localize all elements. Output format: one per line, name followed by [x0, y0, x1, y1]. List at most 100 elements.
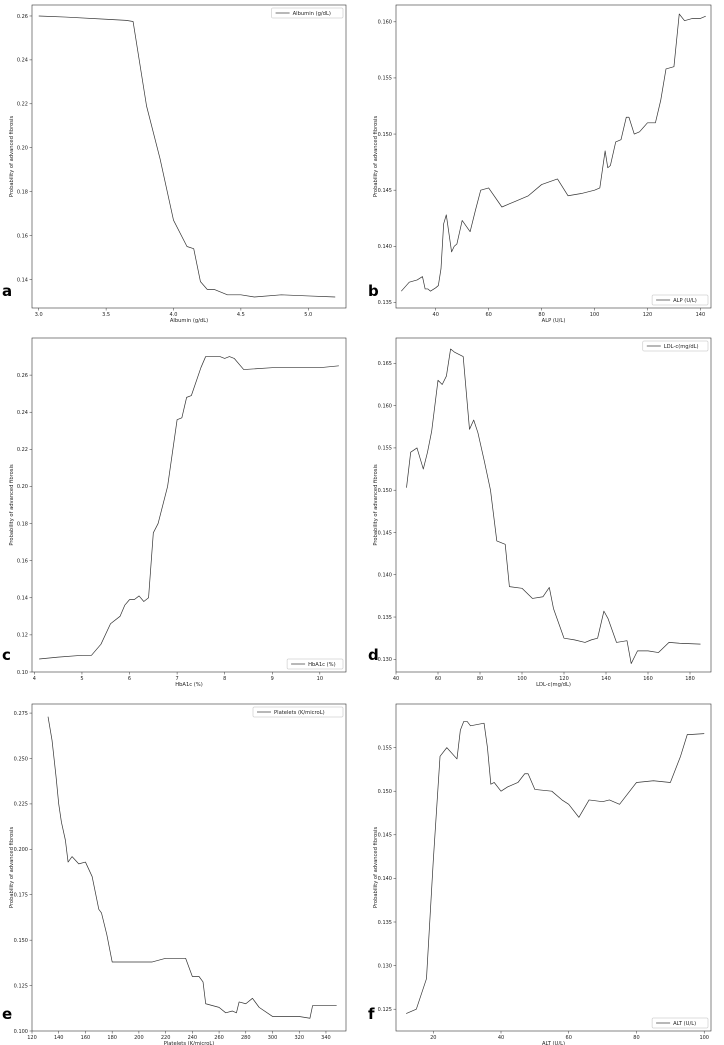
panel-a-xtick-label: 3.5 [102, 312, 110, 318]
panel-e-xtick-label: 260 [214, 1035, 224, 1041]
panel-b-legend: ALP (U/L) [651, 294, 709, 306]
panel-c-xtick-label: 5 [80, 676, 83, 682]
panel-d-xtick-label: 100 [517, 676, 527, 682]
panel-d-frame [395, 337, 712, 673]
panel-b-xtick-label: 100 [590, 312, 600, 318]
panel-f-ytick-label: 0.155 [378, 745, 392, 751]
panel-f-xtick-label: 80 [633, 1035, 639, 1041]
panel-f-xlabel: ALT (U/L) [542, 1041, 565, 1045]
panel-e-xtick-label: 220 [161, 1035, 171, 1041]
panel-b-ylabel: Probability of advanced fibrosis [373, 116, 379, 198]
panel-c: 4 5 6 7 8 9 10 0.10 0.12 0.14 0.16 0.18 0.20 0.22 0.24… [2, 337, 347, 688]
panel-a-ytick-label: 0.14 [17, 277, 28, 283]
panel-c-xtick-label: 8 [223, 676, 226, 682]
panel-d-legend: LDL-c(mg/dL) [642, 340, 709, 352]
panel-a-xtick-label: 3.0 [35, 312, 43, 318]
panel-d-ytick-label: 0.150 [378, 488, 392, 494]
panel-c-xtick-label: 10 [317, 676, 323, 682]
panel-d-ylabel: Probability of advanced fibrosis [373, 464, 379, 546]
panel-d-legend-box [642, 340, 709, 352]
panel-f-legend: ALT (U/L) [651, 1017, 709, 1029]
panel-c-legend: HbA1c (%) [286, 658, 344, 670]
panel-c-frame [31, 337, 347, 673]
panel-f-ytick-label: 0.140 [378, 876, 392, 882]
panel-a-ylabel: Probability of advanced fibrosis [9, 116, 15, 198]
panel-a-legend-box [271, 7, 344, 19]
panel-c-xtick-label: 4 [33, 676, 36, 682]
panel-b-ytick-label: 0.140 [378, 244, 392, 250]
panel-d-xtick-label: 140 [601, 676, 611, 682]
panel-b-ytick-label: 0.160 [378, 20, 392, 26]
panel-c-series-line [39, 356, 339, 660]
panel-b: 40 60 80 100 120 140 0.135 0.140 0.145 0.150 0.155… [368, 4, 712, 324]
panel-f-xtick-label: 60 [566, 1035, 572, 1041]
panel-e-ytick-label: 0.275 [14, 711, 28, 717]
panel-c-ytick-label: 0.26 [17, 373, 28, 379]
panel-c-ytick-label: 0.22 [17, 447, 28, 453]
panel-e-letter: e [2, 1005, 12, 1023]
panel-d-ytick-label: 0.165 [378, 361, 392, 367]
panel-d-ytick-label: 0.160 [378, 403, 392, 409]
panel-f-frame [395, 703, 712, 1032]
panel-a-xtick-label: 5.0 [304, 312, 312, 318]
panel-b-ytick-label: 0.155 [378, 76, 392, 82]
panel-d-ytick-label: 0.145 [378, 530, 392, 536]
panel-f-ytick-label: 0.145 [378, 833, 392, 839]
panel-b-legend-box [651, 294, 709, 306]
panel-b-xlabel: ALP (U/L) [542, 318, 566, 324]
panel-b-legend-label: ALP (U/L) [673, 298, 697, 304]
panel-a-xtick-label: 4.5 [237, 312, 245, 318]
panel-c-xtick-label: 9 [271, 676, 274, 682]
panel-e-frame [31, 703, 347, 1032]
panel-a-xtick-label: 4.0 [170, 312, 178, 318]
panel-e-xtick-label: 180 [107, 1035, 117, 1041]
panel-f-ytick-label: 0.130 [378, 963, 392, 969]
panel-e-ytick-label: 0.125 [14, 983, 28, 989]
panel-d-series-line [406, 348, 701, 664]
panel-c-ytick-label: 0.10 [17, 670, 28, 676]
panel-e-xtick-label: 140 [54, 1035, 64, 1041]
panel-c-ytick-label: 0.12 [17, 633, 28, 639]
panel-d-ytick-label: 0.130 [378, 657, 392, 663]
panel-e: 120 140 160 180 200 220 240 260 280 300 320 340 0.10… [2, 703, 347, 1045]
panel-a-ytick-label: 0.20 [17, 146, 28, 152]
panel-d-xtick-label: 120 [559, 676, 569, 682]
panel-e-xtick-label: 300 [268, 1035, 278, 1041]
panel-e-legend: Platelets (K/microL) [252, 706, 344, 718]
panel-b-xtick-label: 40 [433, 312, 439, 318]
panel-c-xtick-label: 6 [128, 676, 131, 682]
panel-e-xtick-label: 160 [81, 1035, 91, 1041]
panel-e-legend-label: Platelets (K/microL) [274, 710, 325, 716]
panel-a-legend-label: Albumin (g/dL) [293, 11, 331, 17]
panel-f-series-line [406, 721, 705, 1014]
panel-e-ytick-label: 0.175 [14, 893, 28, 899]
panel-c-xlabel: HbA1c (%) [175, 682, 203, 688]
panel-d-xtick-label: 80 [477, 676, 483, 682]
panel-f-ylabel: Probability of advanced fibrosis [373, 827, 379, 909]
panel-c-xtick-label: 7 [176, 676, 179, 682]
panel-d-xlabel: LDL-c(mg/dL) [536, 682, 571, 688]
panel-b-letter: b [368, 282, 379, 300]
panel-d: 40 60 80 100 120 140 160 180 0.130 0.135 0.140 0.14… [368, 337, 712, 688]
panel-f-legend-label: ALT (U/L) [673, 1021, 696, 1027]
panel-e-xtick-label: 200 [134, 1035, 144, 1041]
panel-e-ytick-label: 0.200 [14, 847, 28, 853]
panel-b-ytick-label: 0.150 [378, 132, 392, 138]
panel-d-xtick-label: 160 [643, 676, 653, 682]
panel-a-series-line [38, 15, 336, 298]
panel-e-ylabel: Probability of advanced fibrosis [9, 827, 15, 909]
panel-b-series-line [401, 13, 706, 292]
panel-a-ytick-label: 0.18 [17, 189, 28, 195]
panel-e-xtick-label: 280 [241, 1035, 251, 1041]
panel-e-xtick-label: 240 [188, 1035, 198, 1041]
panel-e-series-line [47, 716, 337, 1019]
panel-b-ytick-label: 0.135 [378, 300, 392, 306]
panel-d-ytick-label: 0.135 [378, 615, 392, 621]
panel-a-ytick-label: 0.22 [17, 102, 28, 108]
panel-a-ytick-label: 0.16 [17, 233, 28, 239]
panel-d-ytick-label: 0.140 [378, 573, 392, 579]
panel-c-legend-box [286, 658, 344, 670]
panel-a-ytick-label: 0.26 [17, 14, 28, 20]
panel-a-ytick-label: 0.24 [17, 58, 28, 64]
